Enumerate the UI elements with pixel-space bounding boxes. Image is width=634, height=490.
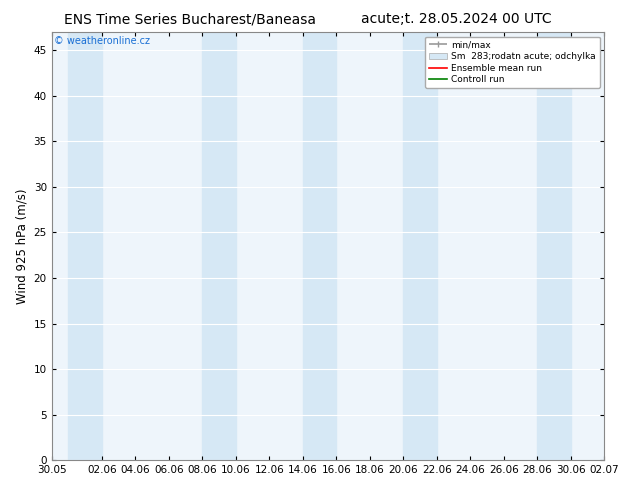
Y-axis label: Wind 925 hPa (m/s): Wind 925 hPa (m/s)	[15, 188, 28, 304]
Bar	[202, 32, 236, 460]
Bar	[537, 32, 571, 460]
Bar	[303, 32, 336, 460]
Legend: min/max, Sm  283;rodatn acute; odchylka, Ensemble mean run, Controll run: min/max, Sm 283;rodatn acute; odchylka, …	[425, 37, 600, 88]
Text: © weatheronline.cz: © weatheronline.cz	[55, 36, 150, 47]
Bar	[68, 32, 102, 460]
Text: ENS Time Series Bucharest/Baneasa: ENS Time Series Bucharest/Baneasa	[64, 12, 316, 26]
Bar	[403, 32, 437, 460]
Text: acute;t. 28.05.2024 00 UTC: acute;t. 28.05.2024 00 UTC	[361, 12, 552, 26]
